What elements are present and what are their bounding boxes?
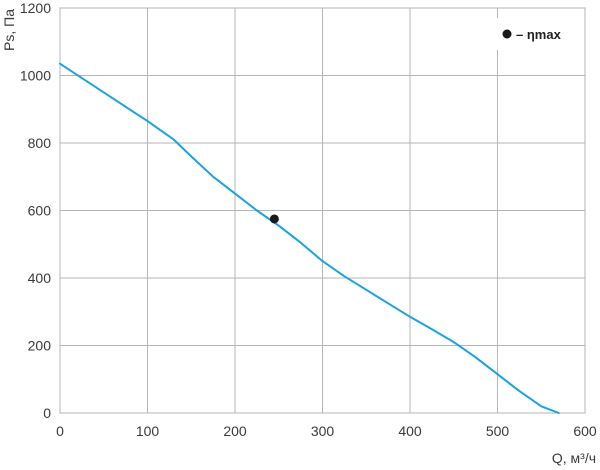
y-axis-label: Ps, Па (1, 9, 17, 51)
x-tick-label: 0 (56, 423, 64, 439)
y-tick-label: 600 (28, 203, 52, 219)
x-tick-label: 200 (223, 423, 247, 439)
y-tick-label: 800 (28, 135, 52, 151)
y-tick-label: 1000 (20, 68, 51, 84)
x-tick-label: 400 (398, 423, 422, 439)
series-line (59, 62, 560, 414)
x-tick-label: 100 (136, 423, 160, 439)
legend-marker (502, 29, 512, 39)
x-tick-label: 500 (486, 423, 510, 439)
x-tick-label: 600 (573, 423, 597, 439)
legend-label: – ηmax (516, 27, 562, 42)
x-tick-label: 300 (311, 423, 335, 439)
y-tick-label: 200 (28, 338, 52, 354)
x-axis-label: Q, м³/ч (552, 450, 596, 466)
y-tick-label: 0 (43, 405, 51, 421)
y-tick-label: 1200 (20, 0, 51, 16)
eta-max-point (269, 214, 279, 224)
y-tick-label: 400 (28, 270, 52, 286)
